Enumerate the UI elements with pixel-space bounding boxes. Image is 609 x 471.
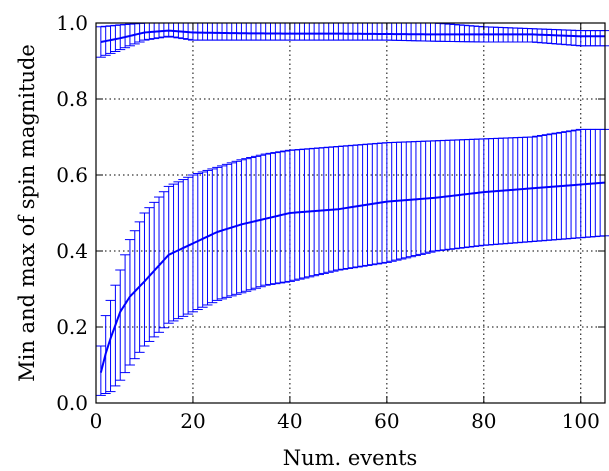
y-tick-label: 0.0 — [56, 391, 88, 415]
y-tick-label: 0.2 — [56, 315, 88, 339]
x-tick-label: 20 — [180, 409, 205, 433]
y-tick-label: 1.0 — [56, 11, 88, 35]
x-tick-label: 0 — [90, 409, 103, 433]
plot-frame — [95, 22, 606, 404]
series-line — [99, 181, 606, 373]
x-tick-label: 100 — [562, 409, 600, 433]
y-axis-label: Min and max of spin magnitude — [15, 44, 39, 382]
y-tick-label: 0.6 — [56, 163, 88, 187]
x-axis-label: Num. events — [283, 446, 418, 470]
y-tick-label: 0.8 — [56, 87, 88, 111]
y-tick-label: 0.4 — [56, 239, 88, 263]
x-tick-label: 60 — [374, 409, 399, 433]
series-1 — [95, 128, 609, 396]
x-tick-label: 40 — [277, 409, 302, 433]
series-line — [100, 29, 605, 43]
axis-ticks: 0 20 40 60 80 100 0.0 0.2 0.4 0.6 0.8 1.0 — [56, 11, 605, 433]
x-tick-label: 80 — [471, 409, 496, 433]
